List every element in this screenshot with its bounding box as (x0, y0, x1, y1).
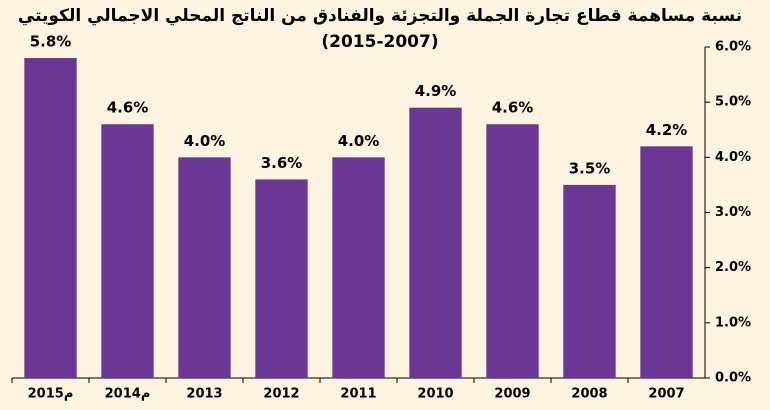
bar (24, 58, 77, 379)
x-tick-label: 2007 (648, 387, 684, 402)
value-label: 4.9% (415, 82, 457, 100)
bar (332, 157, 385, 378)
bar (178, 157, 231, 378)
value-label: 5.8% (30, 33, 72, 51)
value-label: 4.0% (338, 132, 380, 150)
value-label: 4.6% (107, 99, 149, 117)
value-label: 4.2% (646, 121, 688, 139)
value-label: 3.5% (569, 159, 611, 177)
x-tick-label: 2010 (417, 387, 453, 402)
y-tick-label: 2.0% (715, 260, 751, 275)
bar (563, 184, 616, 378)
x-tick-label: 2012 (263, 387, 299, 402)
bar (101, 124, 154, 378)
value-label: 3.6% (261, 154, 303, 172)
x-tick-label: 2015م (28, 387, 74, 402)
y-tick-label: 1.0% (715, 315, 751, 330)
value-label: 4.0% (184, 132, 226, 150)
x-tick-label: 2014م (105, 387, 151, 402)
bar (255, 179, 308, 378)
chart-title: نسبة مساهمة قطاع تجارة الجملة والتجزئة و… (18, 6, 742, 26)
bar (486, 124, 539, 378)
x-tick-label: 2009 (494, 387, 530, 402)
y-tick-label: 5.0% (715, 95, 751, 110)
value-label: 4.6% (492, 99, 534, 117)
x-tick-label: 2008 (571, 387, 607, 402)
x-tick-label: 2013 (186, 387, 222, 402)
bar (409, 107, 462, 378)
y-tick-label: 0.0% (715, 371, 751, 386)
y-tick-label: 3.0% (715, 205, 751, 220)
x-tick-label: 2011 (340, 387, 376, 402)
y-tick-label: 6.0% (715, 40, 751, 55)
chart-subtitle: (2015-2007) (321, 32, 438, 52)
bar (640, 146, 693, 378)
y-tick-label: 4.0% (715, 150, 751, 165)
